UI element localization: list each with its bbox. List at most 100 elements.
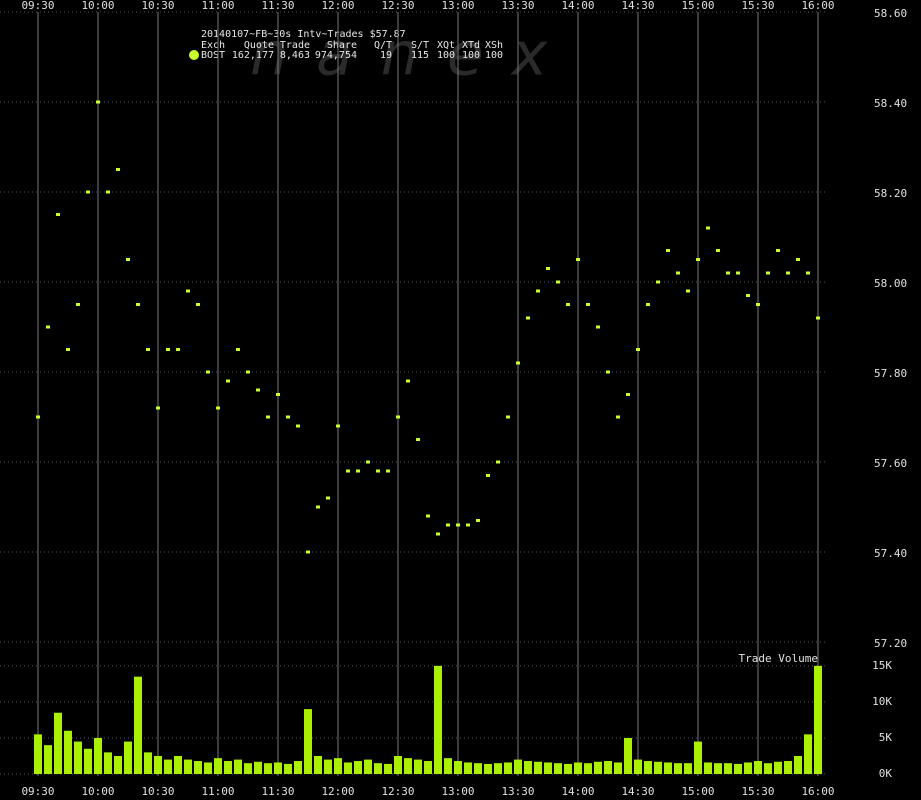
trade-dot <box>766 271 770 275</box>
volume-bar <box>234 759 242 774</box>
volume-bar <box>794 755 802 774</box>
volume-bar <box>414 759 422 774</box>
x-tick-label: 13:30 <box>501 785 534 798</box>
trade-dot <box>516 361 520 365</box>
trade-dot <box>526 316 530 320</box>
volume-bar <box>554 763 562 774</box>
volume-bar <box>774 761 782 774</box>
volume-bar <box>494 763 502 774</box>
trade-dot <box>376 469 380 473</box>
volume-bar <box>274 762 282 774</box>
header-cell: 100 <box>437 50 455 61</box>
x-tick-label: 16:00 <box>801 0 834 12</box>
volume-bar <box>754 761 762 774</box>
volume-bar <box>314 755 322 774</box>
header-column: Quote <box>244 40 274 51</box>
y-tick-label: 58.40 <box>874 97 907 110</box>
x-tick-label: 12:00 <box>321 785 354 798</box>
trade-dot <box>296 424 300 428</box>
volume-bar <box>674 763 682 774</box>
volume-bar <box>424 761 432 774</box>
trade-dot <box>236 348 240 351</box>
trade-dot <box>136 303 140 306</box>
trade-dot <box>576 258 580 261</box>
volume-bar <box>624 737 632 774</box>
y-tick-label: 5K <box>879 731 893 744</box>
x-tick-label: 10:00 <box>81 0 114 12</box>
y-tick-label: 15K <box>872 659 892 672</box>
volume-bar <box>724 763 732 774</box>
header-cell: 19 <box>380 50 392 61</box>
x-tick-label: 10:30 <box>141 785 174 798</box>
header-column: Exch <box>201 40 225 51</box>
trade-dot <box>496 460 500 464</box>
trade-dot <box>216 406 220 410</box>
x-tick-label: 14:30 <box>621 0 654 12</box>
trade-dot <box>106 190 110 194</box>
trade-dot <box>806 271 810 275</box>
volume-bar <box>644 761 652 774</box>
trade-dot <box>176 348 180 351</box>
volume-bar <box>114 755 122 774</box>
trade-dot <box>736 271 740 275</box>
trade-dot <box>186 289 190 293</box>
trade-dot <box>356 469 360 473</box>
volume-bar <box>214 758 222 774</box>
trade-dot <box>226 379 230 383</box>
header-cell: BOST <box>201 50 225 61</box>
trade-dot <box>56 213 60 216</box>
header-column: Trade <box>280 40 310 51</box>
x-tick-label: 14:00 <box>561 785 594 798</box>
trade-dot <box>346 469 350 473</box>
trade-dot <box>286 415 290 419</box>
y-tick-label: 58.60 <box>874 7 907 20</box>
volume-bar <box>344 762 352 774</box>
x-tick-label: 16:00 <box>801 785 834 798</box>
trade-dot <box>326 496 330 500</box>
volume-bar <box>334 758 342 774</box>
trade-dot <box>656 280 660 284</box>
trade-dot <box>756 303 760 306</box>
volume-bar <box>354 761 362 774</box>
volume-bar <box>524 761 532 774</box>
trade-dot <box>76 303 80 306</box>
volume-bar <box>814 665 822 774</box>
trade-dot <box>786 271 790 275</box>
volume-bar <box>634 759 642 774</box>
volume-bar <box>144 752 152 774</box>
volume-bar <box>204 762 212 774</box>
x-tick-label: 13:00 <box>441 785 474 798</box>
trade-dot <box>406 379 410 383</box>
x-tick-label: 11:30 <box>261 0 294 12</box>
volume-bar <box>484 763 492 774</box>
header-column: S/T <box>411 40 429 51</box>
trade-dot <box>146 348 150 351</box>
trade-dot <box>256 388 260 392</box>
trade-dot <box>436 532 440 536</box>
header-column: XSh <box>485 40 503 51</box>
header-cell: 115 <box>411 50 429 61</box>
volume-bar <box>664 762 672 774</box>
volume-bar <box>74 741 82 774</box>
trade-dot <box>266 415 270 419</box>
x-tick-label: 14:30 <box>621 785 654 798</box>
volume-bar <box>284 763 292 774</box>
trade-dot <box>556 280 560 284</box>
volume-bar <box>134 676 142 774</box>
volume-bar <box>244 763 252 774</box>
trade-dot <box>66 348 70 351</box>
trade-dot <box>46 325 50 329</box>
trade-dot <box>86 190 90 194</box>
watermark: nanex <box>250 20 575 90</box>
header-column: Q/T <box>374 40 392 51</box>
trade-dot <box>706 226 710 230</box>
trade-dot <box>366 460 370 464</box>
trade-dot <box>636 348 640 351</box>
volume-bar <box>474 763 482 774</box>
volume-bar <box>84 748 92 774</box>
volume-bar <box>34 734 42 774</box>
trade-dot <box>816 316 820 320</box>
trade-dot <box>666 249 670 252</box>
